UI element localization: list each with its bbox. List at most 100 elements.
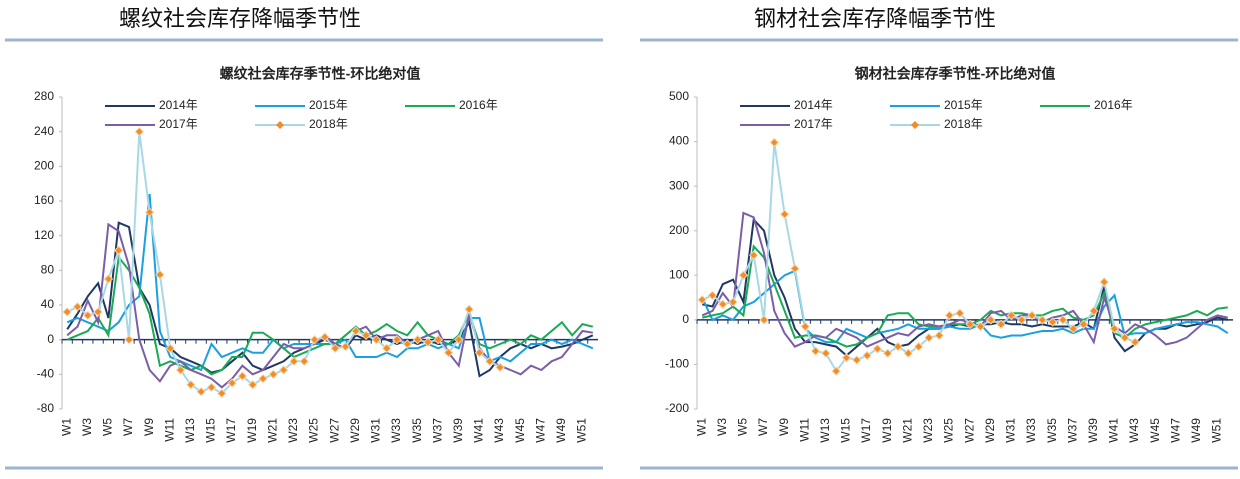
panel-heading: 钢材社会库存降幅季节性: [754, 6, 996, 31]
marker: [454, 334, 464, 345]
marker: [728, 297, 738, 307]
marker: [1089, 306, 1099, 316]
marker: [769, 137, 780, 148]
series-line: [66, 222, 593, 389]
marker: [247, 380, 258, 390]
marker: [72, 302, 83, 312]
marker: [83, 310, 93, 321]
y-tick-label: 120: [34, 228, 54, 242]
x-tick-label: W7: [756, 418, 770, 436]
marker: [1120, 332, 1130, 343]
x-tick-label: W29: [348, 418, 362, 443]
legend-label: 2014年: [159, 98, 198, 112]
marker: [227, 378, 237, 388]
marker: [934, 330, 944, 341]
marker: [1099, 277, 1109, 287]
legend-label: 2018年: [944, 117, 983, 131]
marker: [738, 270, 749, 280]
x-tick-label: W35: [1045, 418, 1059, 443]
x-tick-label: W1: [59, 418, 73, 436]
marker: [113, 245, 124, 256]
marker: [1130, 337, 1140, 347]
marker: [186, 380, 196, 390]
x-tick-label: W51: [1210, 418, 1224, 443]
marker: [790, 263, 800, 274]
marker: [1058, 315, 1068, 325]
x-tick-label: W37: [1065, 418, 1079, 443]
y-tick-label: -200: [665, 401, 689, 415]
x-tick-label: W9: [777, 418, 791, 436]
legend-marker: [911, 121, 919, 129]
marker: [718, 299, 728, 309]
marker: [707, 290, 718, 301]
marker: [155, 269, 165, 280]
x-tick-label: W43: [1127, 418, 1141, 443]
series-line: [66, 221, 594, 378]
marker: [1027, 310, 1037, 321]
y-tick-label: -80: [37, 401, 55, 415]
marker: [103, 274, 114, 284]
marker: [697, 295, 707, 305]
marker: [965, 319, 975, 330]
marker: [485, 356, 495, 367]
legend-label: 2016年: [459, 98, 498, 112]
marker: [779, 209, 790, 219]
marker: [309, 334, 320, 345]
x-tick-label: W47: [1168, 418, 1182, 443]
marker: [986, 315, 996, 325]
legend-marker: [276, 121, 284, 129]
x-tick-label: W17: [224, 418, 238, 443]
marker: [134, 126, 145, 137]
marker: [206, 382, 217, 393]
x-tick-label: W9: [142, 418, 156, 436]
x-tick-label: W49: [554, 418, 568, 443]
marker: [464, 304, 474, 315]
x-tick-label: W11: [797, 418, 811, 442]
x-tick-label: W23: [921, 418, 935, 443]
y-tick-label: 240: [34, 124, 54, 138]
y-tick-label: 280: [34, 89, 54, 103]
x-tick-label: W41: [472, 418, 486, 443]
y-tick-label: 200: [669, 223, 689, 237]
y-tick-label: 160: [34, 193, 54, 207]
y-tick-label: -100: [665, 357, 689, 371]
legend-label: 2016年: [1094, 98, 1133, 112]
marker: [433, 334, 443, 345]
x-tick-label: W15: [204, 418, 218, 443]
series-line: [701, 217, 1229, 357]
x-tick-label: W23: [286, 418, 300, 443]
marker: [1016, 315, 1027, 325]
marker: [93, 307, 103, 317]
marker: [361, 330, 371, 341]
marker: [1078, 319, 1089, 330]
marker: [62, 307, 72, 317]
marker: [392, 334, 402, 345]
x-tick-label: W51: [575, 418, 589, 443]
marker: [1109, 324, 1120, 334]
x-tick-label: W41: [1107, 418, 1121, 443]
x-tick-label: W45: [513, 418, 527, 443]
x-tick-label: W29: [983, 418, 997, 443]
x-tick-label: W21: [900, 418, 914, 443]
x-tick-label: W3: [80, 418, 94, 436]
x-tick-label: W3: [715, 418, 729, 436]
marker: [237, 371, 248, 381]
x-tick-label: W13: [818, 418, 832, 443]
marker: [975, 321, 986, 332]
series-line: [701, 211, 1229, 348]
marker: [1068, 324, 1078, 334]
marker: [217, 388, 227, 399]
marker: [996, 319, 1006, 330]
marker: [944, 310, 955, 321]
marker: [882, 348, 893, 358]
marker: [800, 321, 810, 332]
marker: [852, 355, 862, 365]
y-tick-label: -40: [37, 367, 55, 381]
x-tick-label: W31: [369, 418, 383, 443]
x-tick-label: W33: [389, 418, 403, 443]
x-tick-label: W27: [327, 418, 341, 443]
marker: [351, 326, 361, 336]
chart-title: 螺纹社会库存季节性-环比绝对值: [220, 66, 421, 82]
marker: [268, 369, 279, 380]
y-tick-label: 0: [47, 332, 54, 346]
